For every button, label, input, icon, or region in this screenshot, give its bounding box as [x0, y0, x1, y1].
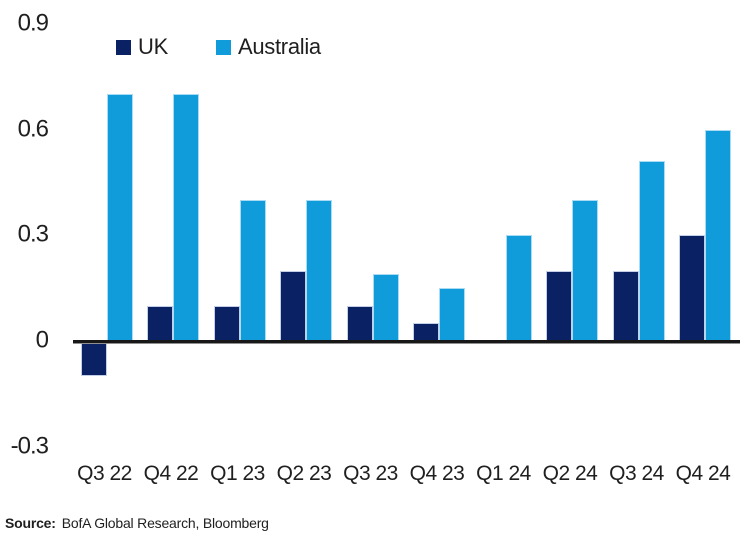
x-axis-line	[73, 340, 740, 343]
x-axis-label: Q4 23	[409, 462, 465, 485]
bar-uk-q3-23	[346, 305, 373, 341]
bar-uk-q2-24	[546, 270, 572, 341]
x-axis-label: Q3 23	[343, 462, 398, 485]
legend-item-uk: UK	[116, 34, 168, 60]
bar-uk-q4-22	[147, 305, 173, 341]
bar-uk-q2-23	[280, 270, 306, 341]
bar-australia-q4-24	[705, 129, 731, 341]
bar-australia-q3-24	[638, 161, 665, 341]
x-axis-label: Q3 22	[77, 462, 132, 485]
bar-uk-q3-22	[80, 341, 107, 377]
source-text: BofA Global Research, Bloomberg	[61, 515, 269, 531]
bar-uk-q1-23	[213, 305, 240, 341]
y-axis-tick: 0.6	[17, 114, 49, 142]
x-axis-label: Q2 24	[542, 462, 598, 485]
y-axis-tick: 0	[35, 326, 49, 354]
bar-uk-q4-24	[679, 235, 705, 341]
x-axis-label: Q2 23	[276, 462, 332, 485]
bar-uk-q3-24	[612, 270, 639, 341]
source-label: Source:	[5, 515, 56, 531]
bar-australia-q2-23	[306, 200, 332, 341]
bar-australia-q3-22	[106, 94, 133, 341]
bar-australia-q1-24	[505, 235, 532, 341]
legend-label-australia: Australia	[237, 34, 321, 59]
x-axis-label: Q1 24	[476, 462, 531, 485]
uk-swatch-icon	[116, 39, 131, 55]
bar-australia-q4-23	[439, 288, 465, 341]
bar-uk-q4-23	[413, 323, 439, 341]
source-note: Source: BofA Global Research, Bloomberg	[5, 515, 269, 531]
x-axis-label: Q4 22	[143, 462, 199, 485]
legend-label-uk: UK	[138, 34, 168, 59]
bar-australia-q1-23	[239, 200, 266, 341]
legend-item-australia: Australia	[215, 34, 321, 60]
legend: UK Australia	[116, 34, 321, 60]
bar-australia-q4-22	[173, 94, 199, 341]
australia-swatch-icon	[215, 39, 231, 55]
y-axis-tick: 0.3	[17, 220, 49, 248]
bar-australia-q2-24	[572, 200, 598, 341]
x-axis-label: Q4 24	[675, 462, 731, 485]
bar-australia-q3-23	[372, 274, 399, 341]
x-axis-label: Q3 24	[609, 462, 664, 485]
x-axis-label: Q1 23	[210, 462, 265, 485]
y-axis-tick: -0.3	[10, 432, 49, 460]
y-axis-tick: 0.9	[17, 9, 49, 37]
